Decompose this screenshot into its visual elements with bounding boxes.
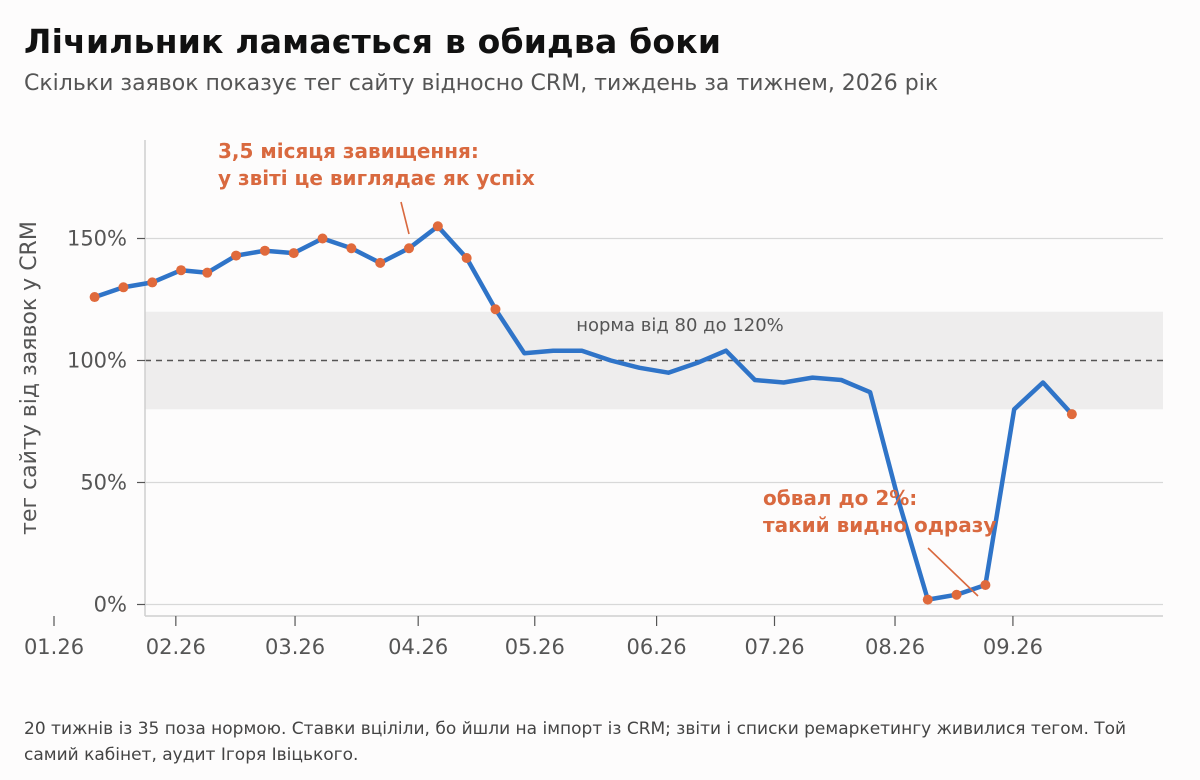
- data-point-marker: [317, 233, 328, 244]
- line-chart: 0% 50% 100% 150% 01.26 02.26 03.26 04.26 05.26 06…: [17, 139, 1163, 659]
- data-point-marker: [922, 594, 933, 605]
- data-point-marker: [147, 277, 158, 288]
- y-axis-title: тег сайту від заявок у CRM: [17, 221, 42, 535]
- annotation-leader: [400, 201, 410, 235]
- x-tick-label: 07.26: [744, 635, 804, 659]
- annotation-text: такий видно одразу: [763, 513, 996, 537]
- data-point-marker: [176, 265, 187, 276]
- data-point-marker: [461, 253, 472, 264]
- data-point-marker: [259, 245, 270, 256]
- data-point-marker: [432, 221, 443, 232]
- x-tick-label: 06.26: [627, 635, 687, 659]
- x-tick-label: 02.26: [146, 635, 206, 659]
- annotation-text: 3,5 місяця завищення:: [218, 139, 479, 163]
- data-point-marker: [404, 243, 415, 254]
- x-tick-label: 03.26: [265, 635, 325, 659]
- data-point-marker: [1066, 409, 1077, 420]
- chart-footnote: 20 тижнів із 35 поза нормою. Ставки вціл…: [24, 719, 1127, 765]
- x-tick-label: 09.26: [983, 635, 1043, 659]
- x-tick-label: 05.26: [505, 635, 565, 659]
- chart-title: Лічильник ламається в обидва боки: [24, 22, 722, 61]
- x-tick-label: 01.26: [24, 635, 84, 659]
- y-tick-label: 50%: [80, 471, 127, 495]
- x-tick-label: 04.26: [388, 635, 448, 659]
- band-label: норма від 80 до 120%: [576, 315, 784, 336]
- annotation-text: у звіті це виглядає як успіх: [218, 166, 535, 190]
- y-tick-label: 0%: [94, 593, 127, 617]
- annotation-leader: [927, 547, 979, 597]
- data-point-marker: [202, 267, 213, 278]
- data-point-marker: [490, 304, 501, 315]
- series-line: [92, 224, 1075, 602]
- data-point-marker: [346, 243, 357, 254]
- data-point-marker: [89, 292, 100, 303]
- annotation-text: обвал до 2%:: [763, 486, 917, 510]
- data-point-marker: [375, 257, 386, 268]
- chart-subtitle: Скільки заявок показує тег сайту відносн…: [24, 71, 939, 96]
- y-tick-label: 150%: [67, 227, 127, 251]
- x-tick-label: 08.26: [865, 635, 925, 659]
- data-point-marker: [980, 579, 991, 590]
- data-point-marker: [118, 282, 129, 293]
- data-point-marker: [288, 248, 299, 259]
- data-point-marker: [951, 589, 962, 600]
- data-point-marker: [231, 250, 242, 261]
- y-tick-label: 100%: [67, 349, 127, 373]
